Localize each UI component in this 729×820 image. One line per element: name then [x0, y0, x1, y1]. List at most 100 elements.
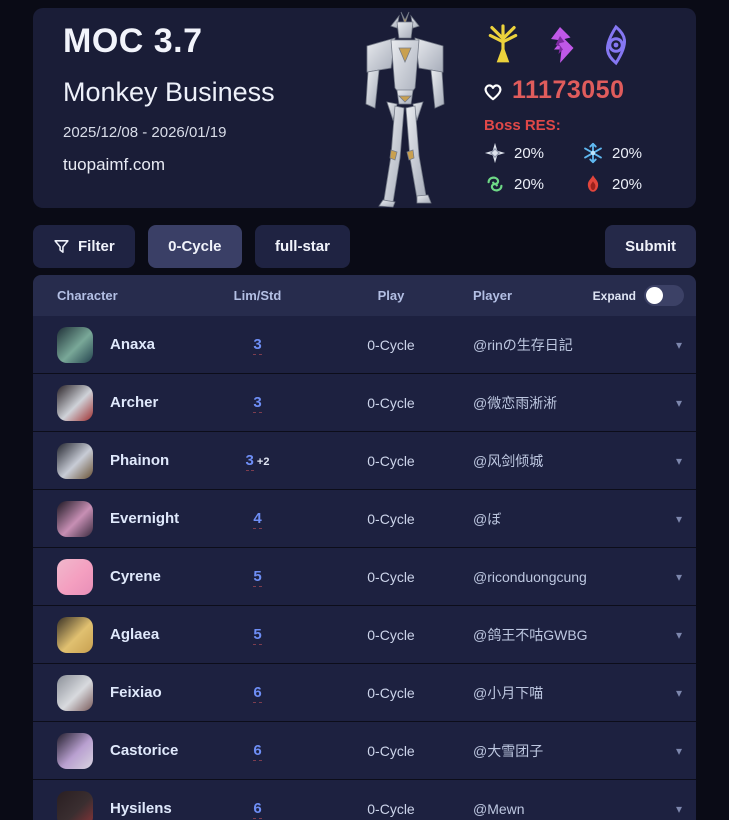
chevron-down-icon[interactable]: ▾: [675, 685, 682, 700]
character-name: Hysilens: [110, 800, 172, 817]
character-name: Feixiao: [110, 684, 162, 701]
player-name: @风剑倾城: [473, 452, 544, 469]
limstd-cell: 5: [200, 567, 315, 587]
res-item-wind: 20%: [484, 173, 564, 195]
submit-button[interactable]: Submit: [605, 225, 696, 268]
player-name: @ぼ: [473, 510, 502, 527]
chevron-down-icon[interactable]: ▾: [675, 569, 682, 584]
table-body: Anaxa 3 0-Cycle @rinの生存日記 ▾ Archer 3 0-C…: [33, 316, 696, 820]
funnel-icon: [53, 238, 70, 255]
res-value: 20%: [612, 144, 643, 162]
character-avatar: [57, 616, 93, 653]
page-title: MOC 3.7: [63, 22, 203, 60]
character-cell: Hysilens: [33, 790, 200, 820]
play-value: 0-Cycle: [367, 452, 415, 469]
character-name: Evernight: [110, 510, 180, 527]
table-row: Hysilens 6 0-Cycle @Mewn ▾: [33, 779, 696, 820]
filter-button[interactable]: Filter: [33, 225, 135, 268]
character-cell: Evernight: [33, 500, 200, 537]
character-cell: Aglaea: [33, 616, 200, 653]
toggle-knob: [646, 287, 663, 304]
lim-value[interactable]: 6: [253, 741, 262, 761]
character-cell: Cyrene: [33, 558, 200, 595]
row-expand-cell: ▾: [643, 394, 696, 412]
player-name: @Mewn: [473, 800, 525, 817]
row-expand-cell: ▾: [643, 568, 696, 586]
character-cell: Castorice: [33, 732, 200, 769]
lim-value[interactable]: 6: [253, 683, 262, 703]
limstd-cell: 3: [200, 335, 315, 355]
player-name: @微恋雨淅淅: [473, 394, 558, 411]
character-avatar: [57, 442, 93, 479]
expand-toggle[interactable]: [644, 285, 684, 306]
cycle-filter-button[interactable]: 0-Cycle: [148, 225, 242, 268]
player-name: @小月下喵: [473, 684, 544, 701]
character-name: Anaxa: [110, 336, 156, 353]
limstd-cell: 6: [200, 683, 315, 703]
row-expand-cell: ▾: [643, 510, 696, 528]
boss-artwork: [325, 10, 485, 208]
col-header-play: Play: [377, 288, 405, 303]
character-cell: Feixiao: [33, 674, 200, 711]
table-row: Evernight 4 0-Cycle @ぼ ▾: [33, 489, 696, 547]
expand-control: Expand: [593, 275, 684, 316]
row-expand-cell: ▾: [643, 452, 696, 470]
ice-element-icon: [582, 142, 604, 164]
boss-res-grid: 20% 20%: [484, 142, 662, 195]
character-name: Cyrene: [110, 568, 161, 585]
chevron-down-icon[interactable]: ▾: [675, 395, 682, 410]
col-header-player: Player: [473, 288, 513, 303]
res-item-physical: 20%: [484, 142, 564, 164]
event-date-range: 2025/12/08 - 2026/01/19: [63, 124, 227, 141]
fullstar-filter-button[interactable]: full-star: [254, 225, 350, 268]
character-avatar: [57, 384, 93, 421]
lim-value[interactable]: 4: [253, 509, 262, 529]
chevron-down-icon[interactable]: ▾: [675, 627, 682, 642]
character-avatar: [57, 732, 93, 769]
character-avatar: [57, 674, 93, 711]
lightning-element-icon: [542, 24, 578, 66]
lim-value[interactable]: 5: [253, 625, 262, 645]
physical-element-icon: [484, 142, 506, 164]
row-expand-cell: ▾: [643, 336, 696, 354]
res-item-fire: 20%: [582, 173, 662, 195]
lim-value[interactable]: 3: [253, 335, 262, 355]
lim-value[interactable]: 6: [253, 799, 262, 819]
play-value: 0-Cycle: [367, 800, 415, 817]
chevron-down-icon[interactable]: ▾: [675, 453, 682, 468]
play-value: 0-Cycle: [367, 742, 415, 759]
character-cell: Archer: [33, 384, 200, 421]
lim-value[interactable]: 5: [253, 567, 262, 587]
player-name: @riconduongcung: [473, 568, 587, 585]
player-name: @rinの生存日記: [473, 336, 573, 353]
chevron-down-icon[interactable]: ▾: [675, 511, 682, 526]
row-expand-cell: ▾: [643, 800, 696, 818]
character-avatar: [57, 500, 93, 537]
cycle-filter-label: 0-Cycle: [168, 238, 222, 255]
chevron-down-icon[interactable]: ▾: [675, 743, 682, 758]
boss-hp-value: 11173050: [512, 76, 625, 104]
lim-extra: +2: [256, 455, 270, 468]
submit-button-label: Submit: [625, 238, 676, 255]
row-expand-cell: ▾: [643, 684, 696, 702]
expand-label: Expand: [592, 288, 636, 303]
col-header-character: Character: [57, 288, 118, 303]
chevron-down-icon[interactable]: ▾: [675, 337, 682, 352]
event-header-card: MOC 3.7 Monkey Business 2025/12/08 - 202…: [33, 8, 696, 208]
chevron-down-icon[interactable]: ▾: [675, 801, 682, 816]
fire-element-icon: [582, 173, 604, 195]
lim-value[interactable]: 3: [253, 393, 262, 413]
player-name: @鸽王不咕GWBG: [473, 626, 588, 643]
row-expand-cell: ▾: [643, 742, 696, 760]
lim-value[interactable]: 3: [245, 451, 254, 471]
character-avatar: [57, 326, 93, 363]
play-value: 0-Cycle: [367, 684, 415, 701]
fullstar-filter-label: full-star: [274, 238, 330, 255]
play-value: 0-Cycle: [367, 510, 415, 527]
play-value: 0-Cycle: [367, 626, 415, 643]
res-value: 20%: [612, 175, 643, 193]
filter-button-label: Filter: [78, 238, 115, 255]
table-row: Phainon 3 +2 0-Cycle @风剑倾城 ▾: [33, 431, 696, 489]
character-cell: Anaxa: [33, 326, 200, 363]
character-avatar: [57, 790, 93, 820]
